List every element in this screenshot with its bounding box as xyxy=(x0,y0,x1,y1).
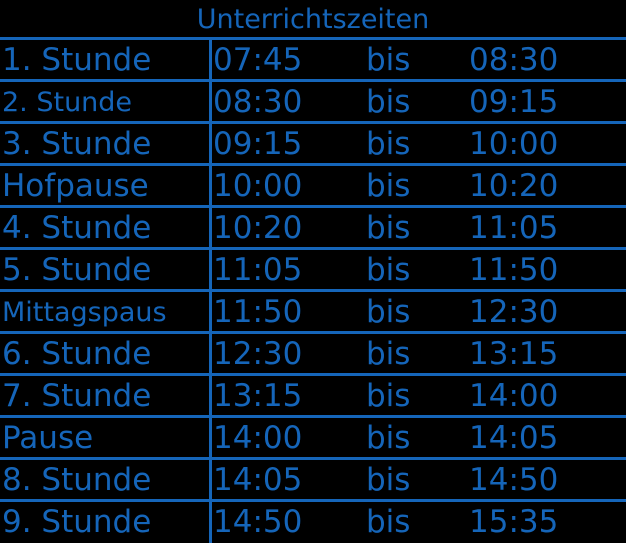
end-time: 10:20 xyxy=(469,168,559,204)
table-row: Hofpause 10:00 bis 10:20 xyxy=(0,166,626,207)
table-row: 4. Stunde 10:20 bis 11:05 xyxy=(0,208,626,249)
period-label: 3. Stunde xyxy=(2,126,152,162)
period-label: 7. Stunde xyxy=(2,378,152,414)
start-time: 14:05 xyxy=(213,462,303,498)
table-row: Pause 14:00 bis 14:05 xyxy=(0,418,626,459)
bis-word: bis xyxy=(366,210,411,246)
start-time: 09:15 xyxy=(213,126,303,162)
row-divider xyxy=(0,415,626,418)
row-divider xyxy=(0,331,626,334)
table-row: 9. Stunde 14:50 bis 15:35 xyxy=(0,502,626,543)
period-label: Pause xyxy=(2,420,94,456)
start-time: 10:20 xyxy=(213,210,303,246)
period-label: 2. Stunde xyxy=(2,87,133,118)
table-row: 2. Stunde 08:30 bis 09:15 xyxy=(0,82,626,123)
end-time: 15:35 xyxy=(469,504,559,540)
row-divider xyxy=(0,79,626,82)
start-time: 13:15 xyxy=(213,378,303,414)
table-row: 8. Stunde 14:05 bis 14:50 xyxy=(0,460,626,501)
row-divider xyxy=(0,121,626,124)
column-divider xyxy=(209,38,212,543)
start-time: 07:45 xyxy=(213,42,303,78)
row-divider xyxy=(0,247,626,250)
start-time: 08:30 xyxy=(213,84,303,120)
start-time: 14:50 xyxy=(213,504,303,540)
row-divider xyxy=(0,499,626,502)
row-divider xyxy=(0,373,626,376)
start-time: 11:50 xyxy=(213,294,303,330)
table-row: Mittagspaus 11:50 bis 12:30 xyxy=(0,292,626,333)
bis-word: bis xyxy=(366,294,411,330)
table-row: 7. Stunde 13:15 bis 14:00 xyxy=(0,376,626,417)
row-divider xyxy=(0,163,626,166)
start-time: 11:05 xyxy=(213,252,303,288)
bis-word: bis xyxy=(366,42,411,78)
end-time: 13:15 xyxy=(469,336,559,372)
table-row: 1. Stunde 07:45 bis 08:30 xyxy=(0,40,626,81)
table-top-rule xyxy=(0,37,626,40)
end-time: 14:00 xyxy=(469,378,559,414)
end-time: 08:30 xyxy=(469,42,559,78)
end-time: 11:50 xyxy=(469,252,559,288)
period-label: 6. Stunde xyxy=(2,336,152,372)
period-label: 5. Stunde xyxy=(2,252,152,288)
bis-word: bis xyxy=(366,336,411,372)
bis-word: bis xyxy=(366,168,411,204)
bis-word: bis xyxy=(366,462,411,498)
table-row: 3. Stunde 09:15 bis 10:00 xyxy=(0,124,626,165)
end-time: 12:30 xyxy=(469,294,559,330)
bis-word: bis xyxy=(366,252,411,288)
end-time: 09:15 xyxy=(469,84,559,120)
row-divider xyxy=(0,457,626,460)
bis-word: bis xyxy=(366,420,411,456)
table-row: 6. Stunde 12:30 bis 13:15 xyxy=(0,334,626,375)
period-label: Hofpause xyxy=(2,168,149,204)
period-label: 1. Stunde xyxy=(2,42,152,78)
end-time: 10:00 xyxy=(469,126,559,162)
period-label: 8. Stunde xyxy=(2,462,152,498)
end-time: 11:05 xyxy=(469,210,559,246)
bis-word: bis xyxy=(366,126,411,162)
end-time: 14:05 xyxy=(469,420,559,456)
period-label: 9. Stunde xyxy=(2,504,152,540)
bis-word: bis xyxy=(366,84,411,120)
page-title: Unterrichtszeiten xyxy=(196,4,430,35)
bis-word: bis xyxy=(366,504,411,540)
end-time: 14:50 xyxy=(469,462,559,498)
bis-word: bis xyxy=(366,378,411,414)
start-time: 10:00 xyxy=(213,168,303,204)
period-label: 4. Stunde xyxy=(2,210,152,246)
start-time: 12:30 xyxy=(213,336,303,372)
start-time: 14:00 xyxy=(213,420,303,456)
row-divider xyxy=(0,205,626,208)
table-row: 5. Stunde 11:05 bis 11:50 xyxy=(0,250,626,291)
row-divider xyxy=(0,289,626,292)
period-label: Mittagspaus xyxy=(2,297,167,328)
